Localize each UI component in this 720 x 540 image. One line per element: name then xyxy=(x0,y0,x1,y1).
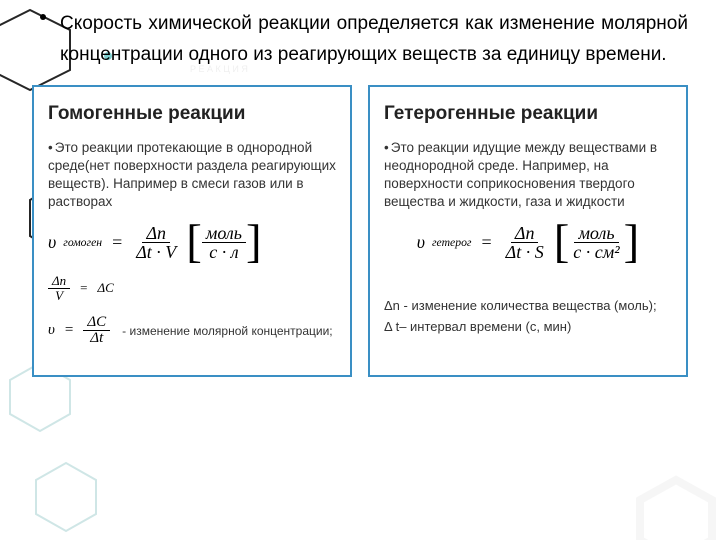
subscript-heterog: гетерог xyxy=(432,236,471,249)
frac-num: Δn xyxy=(48,274,70,289)
delta-c-symbol: ΔC xyxy=(97,280,113,296)
panel-heterogeneous-desc: Это реакции идущие между веществами в не… xyxy=(384,139,672,212)
formula-delta-c: Δn V = ΔC xyxy=(48,274,336,302)
unit-num: моль xyxy=(202,224,246,244)
formula-v-dc-dt: υ = ΔC Δt - изменение молярной концентра… xyxy=(48,315,336,348)
frac-den: Δt xyxy=(86,331,107,347)
frac-den: V xyxy=(51,289,67,303)
subscript-homogen: гомоген xyxy=(63,236,102,249)
symbol-upsilon: υ xyxy=(48,322,55,339)
unit-den: с · см² xyxy=(569,243,623,262)
frac-den: Δt · S xyxy=(502,243,548,262)
frac-num: Δn xyxy=(511,224,539,244)
formula-heterog-main: υгетерог = Δn Δt · S [ моль с · см² ] xyxy=(384,224,672,263)
fraction-dn-dts: Δn Δt · S xyxy=(502,224,548,263)
note-delta-n: Δn - изменение количества вещества (моль… xyxy=(384,298,672,313)
unit-bracket: [ моль с · см² ] xyxy=(554,224,640,263)
frac-den: Δt · V xyxy=(132,243,180,262)
unit-num: моль xyxy=(574,224,618,244)
formula-tail-note: - изменение молярной концентрации; xyxy=(122,324,332,338)
panels-container: Гомогенные реакции Это реакции протекающ… xyxy=(0,71,720,397)
panel-heterogeneous: Гетерогенные реакции Это реакции идущие … xyxy=(368,85,688,377)
panel-heterogeneous-title: Гетерогенные реакции xyxy=(384,103,672,125)
frac-num: Δn xyxy=(142,224,170,244)
unit-den: с · л xyxy=(205,243,242,262)
panel-homogeneous-desc: Это реакции протекающие в однородной сре… xyxy=(48,139,336,212)
symbol-upsilon: υ xyxy=(417,232,425,253)
symbol-upsilon: υ xyxy=(48,232,56,253)
frac-num: ΔC xyxy=(83,315,110,332)
panel-homogeneous: Гомогенные реакции Это реакции протекающ… xyxy=(32,85,352,377)
formula-homogen-main: υ гомоген = Δn Δt · V [ моль с · л ] xyxy=(48,224,336,263)
note-delta-t: Δ t– интервал времени (с, мин) xyxy=(384,319,672,334)
fraction-dn-dtv: Δn Δt · V xyxy=(132,224,180,263)
equals-sign: = xyxy=(112,232,122,253)
intro-text: Скорость химической реакции определяется… xyxy=(0,0,720,71)
panel-homogeneous-title: Гомогенные реакции xyxy=(48,103,336,125)
unit-bracket: [ моль с · л ] xyxy=(186,224,261,263)
